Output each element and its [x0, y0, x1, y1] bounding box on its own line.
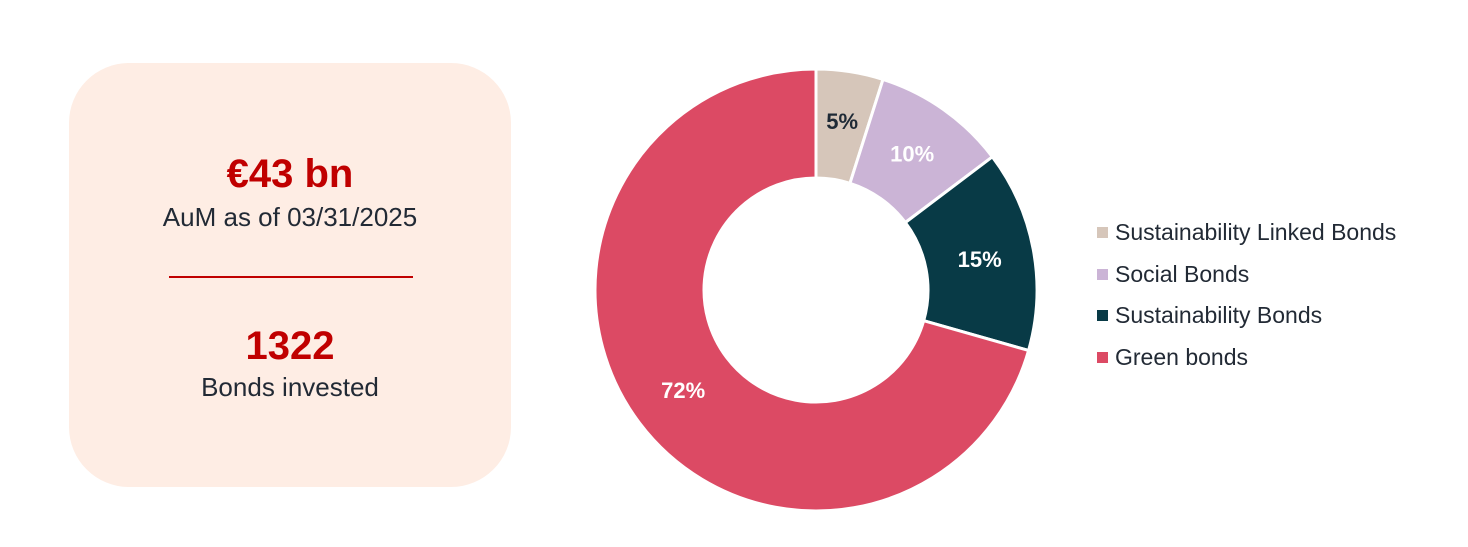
legend-swatch	[1097, 351, 1108, 363]
legend-label: Green bonds	[1115, 343, 1248, 370]
chart-legend: Sustainability Linked Bonds Social Bonds S…	[1097, 212, 1396, 378]
legend-item-0: Sustainability Linked Bonds	[1097, 212, 1396, 254]
legend-label: Sustainability Bonds	[1115, 302, 1323, 329]
kpi-card: €43 bn AuM as of 03/31/2025 1322 Bonds i…	[69, 63, 511, 487]
legend-label: Social Bonds	[1115, 260, 1250, 287]
legend-label: Sustainability Linked Bonds	[1115, 219, 1397, 246]
bonds-value: 1322	[245, 324, 335, 368]
bonds-caption: Bonds invested	[201, 372, 379, 402]
aum-caption: AuM as of 03/31/2025	[162, 202, 418, 232]
donut-slice-3	[593, 67, 1031, 513]
legend-swatch	[1097, 268, 1108, 280]
legend-item-3: Green bonds	[1097, 337, 1396, 379]
kpi-divider	[169, 276, 413, 278]
donut-label-2: 15%	[958, 247, 1002, 272]
legend-item-1: Social Bonds	[1097, 254, 1396, 296]
legend-item-2: Sustainability Bonds	[1097, 295, 1396, 337]
legend-swatch	[1097, 227, 1108, 239]
donut-label-1: 10%	[890, 142, 934, 167]
legend-swatch	[1097, 310, 1108, 322]
donut-label-0: 5%	[826, 109, 858, 134]
donut-label-3: 72%	[661, 378, 705, 403]
donut-slice-2	[903, 155, 1039, 352]
aum-value: €43 bn	[226, 152, 354, 196]
